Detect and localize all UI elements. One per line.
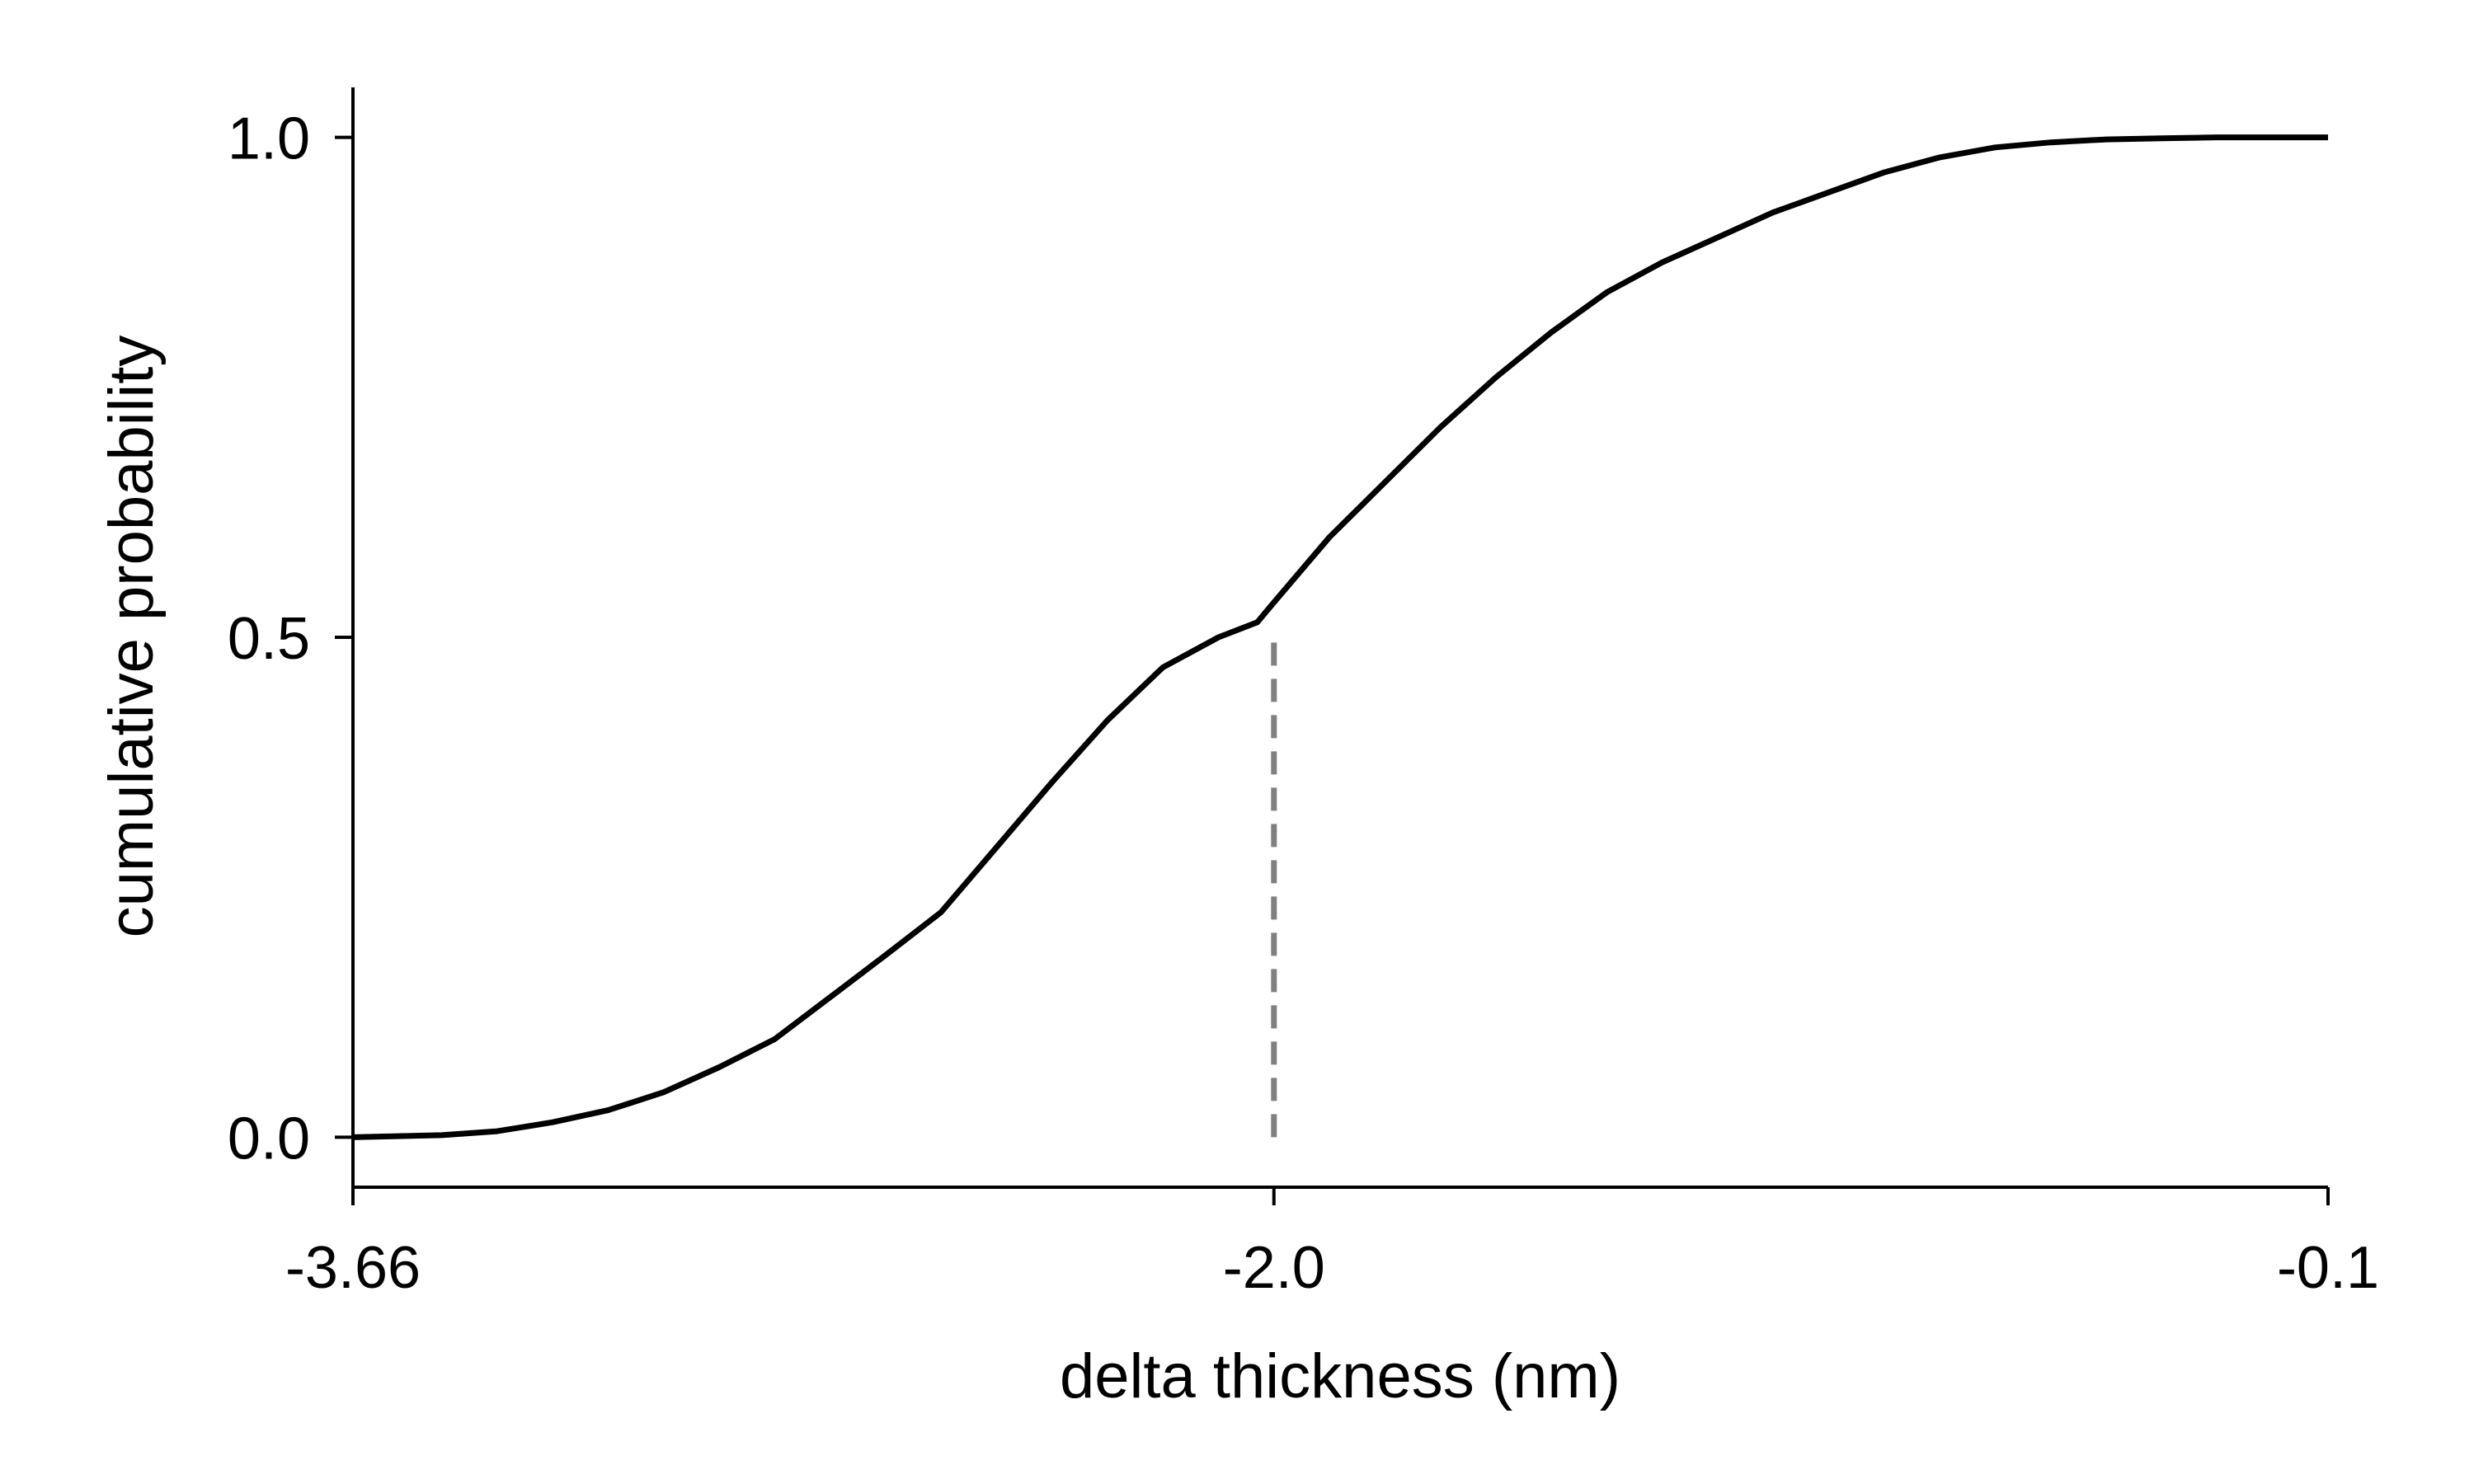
x-tick-label: -2.0 <box>1223 1235 1325 1301</box>
x-axis-title: delta thickness (nm) <box>1060 1341 1620 1411</box>
y-tick-label: 0.5 <box>228 606 310 672</box>
x-tick-label: -3.66 <box>285 1235 421 1301</box>
y-tick-label: 0.0 <box>228 1106 310 1172</box>
cdf-line <box>352 134 2328 1140</box>
ticks-layer: -3.66 -2.0 -0.1 0.0 0.5 1.0 <box>228 106 2379 1301</box>
x-tick-label: -0.1 <box>2277 1235 2379 1301</box>
plot-area: -3.66 -2.0 -0.1 0.0 0.5 1.0 <box>228 87 2379 1301</box>
y-axis-title: cumulative probability <box>96 336 167 938</box>
y-tick-label: 1.0 <box>228 106 310 172</box>
series-layer <box>352 134 2328 1140</box>
